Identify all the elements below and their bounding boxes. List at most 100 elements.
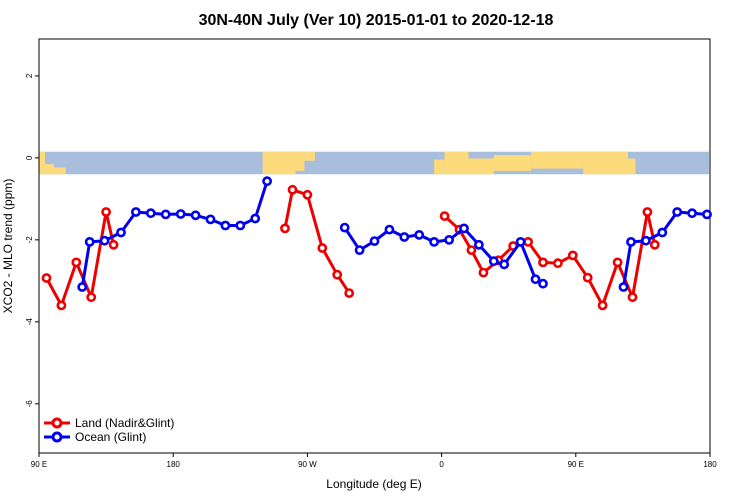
legend-swatch-ocean-marker: [51, 431, 63, 443]
data-point: [317, 243, 328, 253]
data-point: [130, 207, 141, 217]
data-point: [439, 211, 450, 221]
map-land: [444, 158, 494, 175]
map-land: [53, 167, 66, 175]
data-point: [99, 235, 110, 246]
data-point: [641, 235, 651, 246]
map-land: [493, 155, 532, 171]
legend-label-land: Land (Nadir&Glint): [75, 416, 174, 430]
y-axis: 2 0 -2 -4 -6: [25, 73, 39, 407]
map-land: [262, 151, 278, 163]
data-point: [649, 239, 660, 250]
data-point: [582, 272, 593, 283]
series-layer: [41, 176, 712, 311]
data-point: [478, 267, 489, 278]
x-axis: 90 E 180 90 W 0 90 E 180: [31, 453, 717, 469]
data-point: [77, 282, 88, 292]
data-point: [332, 269, 343, 280]
data-point: [538, 257, 548, 268]
data-point: [116, 227, 126, 238]
data-point: [101, 207, 111, 217]
map-land: [289, 170, 296, 175]
legend-swatch-land-marker: [51, 417, 63, 429]
y-tick-label: 2: [25, 73, 34, 78]
data-point: [56, 300, 67, 311]
map-land: [304, 151, 315, 161]
data-point: [250, 213, 261, 224]
data-point: [262, 176, 272, 187]
data-point: [302, 189, 313, 200]
map-land: [434, 159, 445, 175]
data-point: [108, 239, 119, 250]
data-point: [612, 257, 623, 268]
data-point: [86, 292, 97, 303]
map-land: [627, 158, 636, 175]
legend: Land (Nadir&Glint) Ocean (Glint): [44, 416, 174, 444]
data-point: [339, 222, 350, 233]
data-point: [414, 229, 425, 240]
x-tick-label: 180: [167, 460, 181, 469]
data-point: [71, 257, 82, 268]
x-tick-label: 90 E: [568, 460, 584, 469]
data-point: [344, 288, 355, 298]
data-point: [190, 210, 201, 221]
data-point: [84, 236, 95, 247]
y-tick-label: -6: [25, 400, 34, 408]
map-land: [262, 162, 290, 175]
data-point: [235, 220, 246, 231]
data-point: [205, 214, 216, 225]
data-point: [384, 224, 395, 235]
data-point: [175, 209, 186, 219]
data-point: [160, 209, 171, 220]
world-map-band: [39, 151, 709, 175]
x-tick-label: 0: [439, 460, 444, 469]
data-point: [687, 208, 697, 219]
map-land: [39, 151, 45, 175]
data-point: [627, 292, 638, 303]
data-point: [523, 236, 533, 247]
data-point: [530, 274, 541, 285]
data-point: [220, 220, 231, 231]
data-point: [672, 207, 683, 217]
data-point: [567, 250, 578, 261]
map-land: [583, 151, 628, 175]
data-point: [354, 245, 365, 255]
data-point: [553, 258, 563, 269]
data-point: [702, 209, 712, 220]
series-ocean: [77, 176, 712, 292]
data-point: [287, 184, 298, 195]
map-land: [444, 151, 454, 160]
x-tick-label: 90 E: [31, 460, 47, 469]
data-point: [145, 208, 156, 219]
map-land: [531, 151, 584, 169]
data-point: [657, 227, 668, 238]
data-point: [466, 245, 477, 255]
data-point: [597, 300, 608, 311]
y-axis-label: XCO2 - MLO trend (ppm): [1, 179, 15, 314]
map-land: [453, 151, 469, 159]
data-point: [515, 236, 526, 247]
data-point: [626, 236, 636, 247]
data-point: [488, 256, 499, 267]
data-point: [280, 223, 290, 234]
x-tick-label: 90 W: [298, 460, 317, 469]
data-point: [399, 232, 410, 242]
data-point: [642, 207, 653, 217]
data-point: [444, 234, 454, 245]
data-point: [499, 259, 510, 270]
series-land: [41, 184, 660, 311]
x-tick-label: 180: [703, 460, 717, 469]
data-point: [618, 282, 629, 292]
y-tick-label: -2: [25, 236, 34, 244]
data-point: [459, 223, 469, 234]
y-tick-label: -4: [25, 318, 34, 326]
data-point: [538, 278, 548, 289]
data-point: [369, 236, 380, 246]
chart-title: 30N-40N July (Ver 10) 2015-01-01 to 2020…: [199, 12, 554, 29]
data-point: [473, 239, 484, 250]
data-point: [41, 273, 52, 283]
map-land: [277, 151, 305, 171]
data-point: [429, 236, 439, 247]
y-tick-label: 0: [25, 155, 34, 160]
